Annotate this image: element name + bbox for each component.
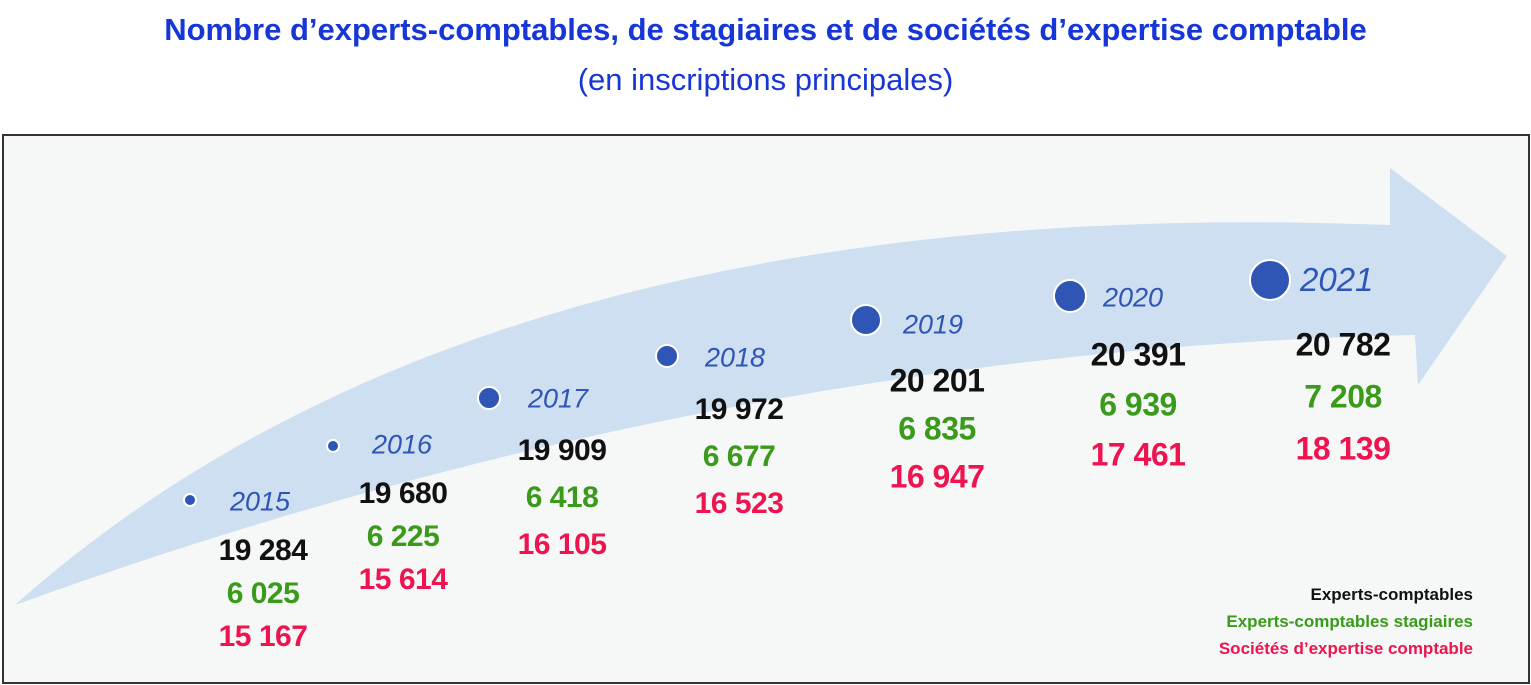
- year-dot-2021: [1249, 259, 1291, 301]
- legend-societes: Sociétés d’expertise comptable: [1218, 639, 1473, 658]
- value-label-2016-series1: 6 225: [366, 520, 440, 553]
- year-dot-2016: [326, 439, 340, 453]
- legend-experts-comptables: Experts-comptables: [1310, 585, 1474, 604]
- value-label-2015-series1: 6 025: [226, 577, 300, 610]
- legend-stagiaires: Experts-comptables stagiaires: [1226, 612, 1473, 631]
- value-label-2020-series1: 6 939: [1099, 386, 1177, 423]
- chart-subtitle: (en inscriptions principales): [577, 62, 954, 97]
- value-label-2019-series1: 6 835: [898, 410, 976, 447]
- value-label-2021-series0: 20 782: [1295, 326, 1391, 363]
- growth-arrow: [15, 168, 1507, 605]
- value-label-2018-series1: 6 677: [702, 440, 776, 473]
- year-label-2016: 2016: [372, 429, 433, 460]
- value-label-2017-series1: 6 418: [525, 481, 599, 514]
- year-label-2020: 2020: [1103, 282, 1164, 313]
- year-label-2015: 2015: [230, 486, 291, 517]
- value-label-2018-series0: 19 972: [694, 393, 784, 426]
- value-label-2021-series2: 18 139: [1295, 430, 1391, 467]
- value-label-2018-series2: 16 523: [694, 487, 784, 520]
- year-label-2021: 2021: [1300, 261, 1374, 298]
- value-label-2015-series2: 15 167: [218, 620, 308, 653]
- value-label-2021-series1: 7 208: [1304, 378, 1382, 415]
- value-label-2016-series2: 15 614: [358, 563, 448, 596]
- year-dot-2018: [655, 344, 679, 368]
- year-label-2017: 2017: [528, 383, 589, 414]
- value-label-2020-series2: 17 461: [1090, 436, 1186, 473]
- year-dot-2017: [477, 386, 501, 410]
- value-label-2017-series2: 16 105: [517, 528, 607, 561]
- value-label-2020-series0: 20 391: [1090, 336, 1186, 373]
- value-label-2019-series2: 16 947: [889, 458, 985, 495]
- chart-title: Nombre d’experts-comptables, de stagiair…: [164, 12, 1367, 47]
- value-label-2017-series0: 19 909: [517, 434, 607, 467]
- year-dot-2015: [183, 493, 197, 507]
- year-label-2018: 2018: [705, 342, 766, 373]
- value-label-2019-series0: 20 201: [889, 362, 985, 399]
- year-label-2019: 2019: [903, 309, 964, 340]
- year-dot-2019: [850, 304, 882, 336]
- value-label-2015-series0: 19 284: [218, 534, 308, 567]
- value-label-2016-series0: 19 680: [358, 477, 448, 510]
- year-dot-2020: [1053, 279, 1087, 313]
